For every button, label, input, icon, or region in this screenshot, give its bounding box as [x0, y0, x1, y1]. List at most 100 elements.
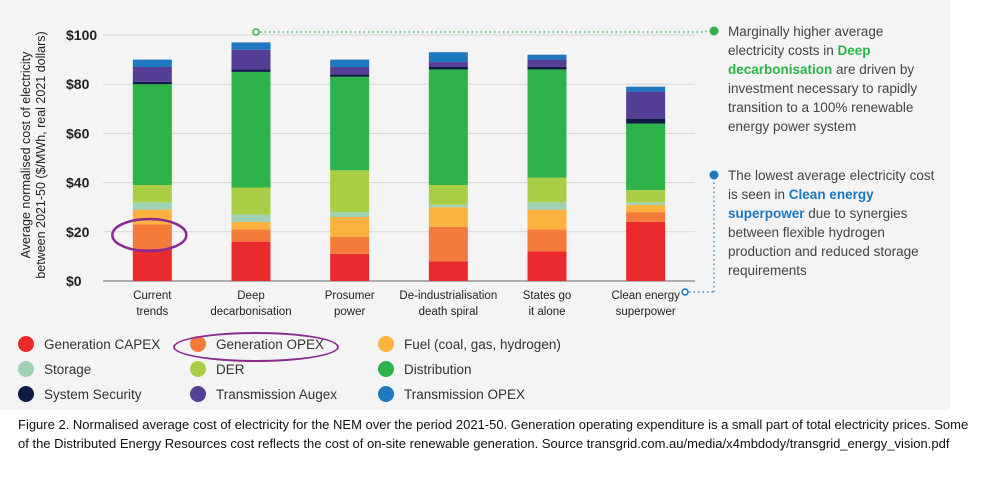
bar-segment — [132, 209, 172, 225]
legend-label: Storage — [44, 362, 92, 377]
x-tick-label: States go — [523, 290, 572, 302]
bar-segment — [231, 49, 271, 70]
legend-item: Distribution — [378, 361, 472, 377]
bar-segment — [132, 66, 172, 82]
y-tick-label: $20 — [66, 224, 90, 240]
bar-segment — [527, 229, 567, 252]
bar-segment — [527, 177, 567, 203]
bar-segment — [527, 59, 567, 67]
bar-segment — [330, 253, 370, 281]
legend-label: Transmission OPEX — [404, 387, 526, 402]
stacked-bar-chart: $0 $20 $40 $60 $80 $100 Average normalised cos… — [19, 26, 719, 318]
bar-segment — [231, 241, 271, 281]
bar-segment — [231, 221, 271, 230]
annotation-deep-decarbonisation: Marginally higher average electricity co… — [728, 22, 943, 136]
bar-segment — [428, 69, 468, 186]
legend-swatch — [18, 361, 34, 377]
bar-segment — [527, 69, 567, 178]
bar-segment — [231, 71, 271, 188]
x-tick-label: Clean energy — [611, 290, 680, 302]
x-tick-label: superpower — [616, 306, 676, 318]
y-tick-label: $60 — [66, 125, 90, 141]
annotation-bullet — [709, 170, 719, 180]
legend-swatch — [378, 386, 394, 402]
bar-segment — [330, 59, 370, 67]
bar-segment — [132, 202, 172, 210]
legend-item: System Security — [18, 386, 142, 402]
bar-segment — [428, 66, 468, 70]
segment-highlight-oval — [111, 217, 188, 253]
y-axis-label: Average normalised cost of electricity — [19, 51, 33, 259]
bar-segment — [428, 185, 468, 205]
annotation-bottom-highlight: Clean energy superpower — [728, 187, 874, 221]
x-tick-label: death spiral — [419, 306, 478, 318]
bar-segment — [330, 217, 370, 237]
legend-label: Generation CAPEX — [44, 337, 161, 352]
bar-segment — [132, 249, 172, 281]
legend-label: DER — [216, 362, 245, 377]
bar-segment — [132, 59, 172, 67]
annotation-top-pre: Marginally higher average electricity co… — [728, 24, 884, 58]
annotation-bullet — [709, 26, 719, 36]
bar-segment — [626, 118, 666, 124]
bar-segment — [428, 207, 468, 227]
bar-segment — [428, 204, 468, 208]
bar-segment — [527, 66, 567, 70]
annotation-clean-energy-superpower: The lowest average electricity cost is s… — [728, 166, 943, 280]
bar-segment — [626, 221, 666, 281]
x-tick-label: Prosumer — [325, 290, 375, 302]
legend-label: Transmission Augex — [216, 387, 338, 402]
bar-segment — [330, 76, 370, 171]
annotation-top-highlight: Deep decarbonisation — [728, 43, 871, 77]
legend-item: Transmission Augex — [190, 386, 337, 402]
y-tick-label: $80 — [66, 76, 90, 92]
bar-segment — [626, 123, 666, 190]
bar-segment — [626, 86, 666, 92]
x-tick-label: power — [334, 306, 365, 318]
x-tick-label: Current — [133, 290, 172, 302]
x-tick-label: Deep — [237, 290, 265, 302]
bar-segment — [231, 214, 271, 222]
bar-segment — [626, 212, 666, 222]
legend-item: Storage — [18, 361, 91, 377]
legend-label: Fuel (coal, gas, hydrogen) — [404, 337, 561, 352]
connector-start-dot — [252, 28, 260, 36]
legend-item: Fuel (coal, gas, hydrogen) — [378, 336, 561, 352]
bar-segment — [132, 81, 172, 85]
legend-label: Distribution — [404, 362, 472, 377]
y-tick-label: $40 — [66, 175, 90, 191]
legend-item: Transmission OPEX — [378, 386, 525, 402]
x-tick-label: trends — [136, 306, 168, 318]
legend-label: System Security — [44, 387, 142, 402]
bar-segment — [428, 62, 468, 67]
legend-swatch — [190, 386, 206, 402]
bar-segment — [626, 189, 666, 203]
bar-segment — [626, 204, 666, 213]
bar-segment — [132, 185, 172, 203]
bar-segment — [330, 66, 370, 75]
legend-swatch — [190, 361, 206, 377]
bar-segment — [527, 251, 567, 281]
bar-segment — [231, 42, 271, 50]
bar-segment — [626, 91, 666, 119]
annotation-top-post: are driven by investment necessary to ra… — [728, 62, 918, 134]
legend-highlight-oval — [173, 332, 339, 362]
bar-segment — [231, 229, 271, 242]
bar-segment — [231, 187, 271, 215]
legend-swatch — [378, 336, 394, 352]
x-tick-label: De-industrialisation — [399, 290, 497, 302]
connector-start-dot — [681, 288, 689, 296]
annotation-bottom-pre: The lowest average electricity cost is s… — [728, 168, 935, 202]
bar-segment — [231, 69, 271, 72]
bar-segment — [428, 226, 468, 262]
bar-segment — [132, 84, 172, 186]
bar-segment — [428, 52, 468, 63]
bar-segment — [527, 54, 567, 60]
legend-swatch — [18, 336, 34, 352]
y-tick-label: $100 — [66, 27, 97, 43]
annotation-bottom-post: due to synergies between flexible hydrog… — [728, 206, 919, 278]
y-tick-label: $0 — [66, 273, 82, 289]
bar-segment — [330, 74, 370, 77]
legend-swatch — [18, 386, 34, 402]
y-axis-label: between 2021-50 ($/MWh, real 2021 dollar… — [34, 31, 48, 278]
